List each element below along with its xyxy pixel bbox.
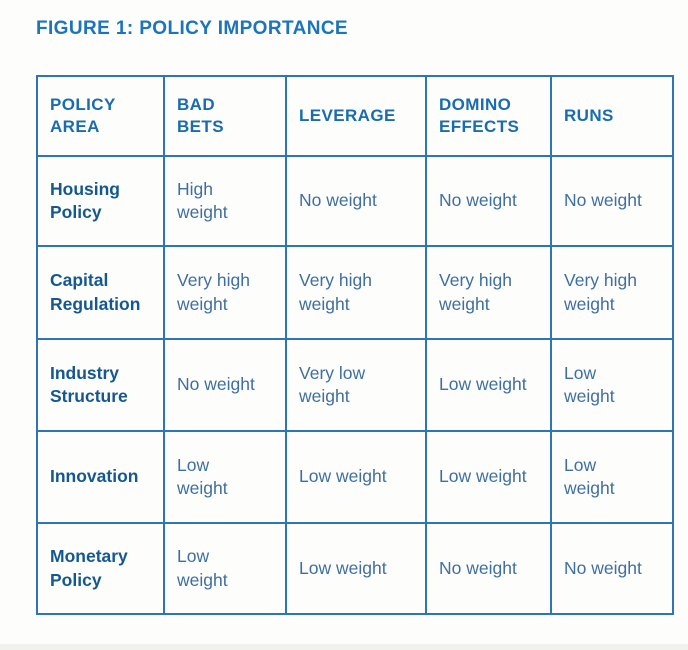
table-row-capital-regulation: Capital Regulation Very high weight Very… [36,245,674,340]
table-cell: Very high weight [550,245,674,340]
table-cell: Very high weight [425,245,552,340]
table-header-row: POLICY AREA BAD BETS LEVERAGE DOMINO EFF… [36,75,674,157]
policy-importance-table: POLICY AREA BAD BETS LEVERAGE DOMINO EFF… [36,75,674,615]
column-header-domino-effects: DOMINO EFFECTS [425,75,552,157]
table-cell: Very low weight [285,338,427,432]
row-label-housing-policy: Housing Policy [36,155,165,247]
table-cell: Low weight [425,430,552,524]
row-label-capital-regulation: Capital Regulation [36,245,165,340]
table-cell: No weight [425,522,552,615]
table-cell: High weight [163,155,287,247]
table-cell: Very high weight [285,245,427,340]
column-header-bad-bets: BAD BETS [163,75,287,157]
table-cell: No weight [550,155,674,247]
table-row-monetary-policy: Monetary Policy Low weight Low weight No… [36,522,674,615]
column-header-leverage: LEVERAGE [285,75,427,157]
table-cell: Very high weight [163,245,287,340]
table-cell: Low weight [163,522,287,615]
page-edge-shadow [0,644,688,650]
table-cell: No weight [550,522,674,615]
column-header-policy-area: POLICY AREA [36,75,165,157]
row-label-innovation: Innovation [36,430,165,524]
table-cell: Low weight [550,430,674,524]
table-cell: Low weight [285,430,427,524]
table-cell: No weight [285,155,427,247]
table-cell: No weight [425,155,552,247]
row-label-monetary-policy: Monetary Policy [36,522,165,615]
table-cell: Low weight [425,338,552,432]
table-cell: Low weight [163,430,287,524]
row-label-industry-structure: Industry Structure [36,338,165,432]
table-row-innovation: Innovation Low weight Low weight Low wei… [36,430,674,524]
column-header-runs: RUNS [550,75,674,157]
table-cell: Low weight [285,522,427,615]
table-row-housing-policy: Housing Policy High weight No weight No … [36,155,674,247]
table-row-industry-structure: Industry Structure No weight Very low we… [36,338,674,432]
table-cell: Low weight [550,338,674,432]
figure-title: FIGURE 1: POLICY IMPORTANCE [36,18,349,39]
table-cell: No weight [163,338,287,432]
